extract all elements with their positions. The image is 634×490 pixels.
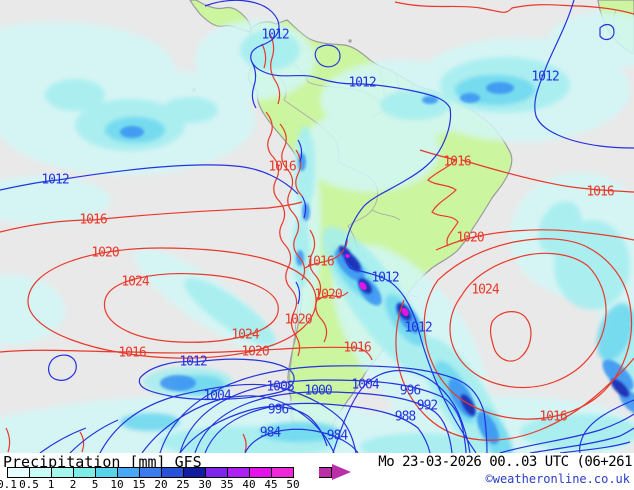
isobar-label-1016: 1016 (343, 340, 371, 356)
scale-tick-0.1: 0.1 (0, 478, 17, 490)
isobar-label-1016: 1016 (586, 184, 614, 200)
isobar-label-984: 984 (259, 425, 282, 441)
isobar-label-1016: 1016 (79, 212, 107, 228)
isobar-label-1020: 1020 (91, 245, 119, 261)
isobar-label-1012: 1012 (531, 69, 559, 85)
isobar-label-1020: 1020 (314, 287, 342, 303)
isobar-label-1012: 1012 (371, 270, 399, 286)
isobar-label-1004: 1004 (203, 388, 231, 404)
scale-color-cell (161, 467, 184, 478)
isobar-label-1024: 1024 (471, 282, 499, 298)
scale-color-cell (227, 467, 250, 478)
legend-bar: Precipitation [mm] GFS Mo 23-03-2026 00.… (0, 453, 634, 490)
scale-tick-15: 15 (132, 478, 146, 490)
scale-tick-0.5: 0.5 (19, 478, 39, 490)
isobar-label-1012: 1012 (261, 27, 289, 43)
scale-color-cell (51, 467, 74, 478)
isobar-label-1016: 1016 (539, 409, 567, 425)
scale-tick-labels: 0.1 0.5 1 2 5 10 15 20 25 30 35 40 45 50 (0, 479, 634, 490)
isobar-label-1016: 1016 (443, 154, 471, 170)
isobar-label-1012: 1012 (404, 320, 432, 336)
isobar-label-996: 996 (267, 402, 290, 418)
isobar-label-1020: 1020 (456, 230, 484, 246)
scale-tick-25: 25 (176, 478, 190, 490)
scale-arrow-tail (319, 467, 332, 478)
isobar-label-1012: 1012 (348, 75, 376, 91)
scale-arrow-icon (332, 464, 351, 480)
isobar-label-992: 992 (416, 398, 439, 414)
scale-tick-35: 35 (220, 478, 234, 490)
legend-title: Precipitation [mm] GFS (3, 453, 202, 471)
copyright-link[interactable]: ©weatheronline.co.uk (485, 472, 631, 486)
scale-tick-20: 20 (154, 478, 168, 490)
scale-tick-45: 45 (264, 478, 278, 490)
isobar-label-1016: 1016 (306, 254, 334, 270)
scale-color-cell (139, 467, 162, 478)
isobar-label-1024: 1024 (231, 327, 259, 343)
forecast-datetime: Mo 23-03-2026 00..03 UTC (06+261 (378, 454, 632, 470)
scale-color-cell (7, 467, 30, 478)
scale-tick-2: 2 (69, 478, 77, 490)
isobar-label-984: 984 (326, 428, 349, 444)
isobar-label-988: 988 (394, 409, 417, 425)
scale-tick-1: 1 (47, 478, 55, 490)
isobar-label-1012: 1012 (41, 172, 69, 188)
scale-tick-40: 40 (242, 478, 256, 490)
weather-map: 1012 1012 1012 1012 1012 1012 1012 1008 1004 1004… (0, 0, 634, 453)
isobar-label-1004: 1004 (351, 377, 379, 393)
scale-tick-30: 30 (198, 478, 212, 490)
isobar-label-1016: 1016 (268, 159, 296, 175)
isobars-high-pressure (0, 1, 634, 453)
scale-color-cell (249, 467, 272, 478)
isobar-label-1012: 1012 (179, 354, 207, 370)
scale-color-cell (117, 467, 140, 478)
scale-color-cell (183, 467, 206, 478)
isobar-label-1020: 1020 (284, 312, 312, 328)
isobar-label-1000: 1000 (304, 383, 332, 399)
isobar-label-1020: 1020 (241, 344, 269, 360)
isobar-label-1008: 1008 (266, 379, 294, 395)
scale-tick-10: 10 (110, 478, 124, 490)
scale-color-cell (73, 467, 96, 478)
isobar-label-996: 996 (399, 383, 422, 399)
precipitation-color-scale (7, 467, 294, 478)
scale-color-cell (271, 467, 294, 478)
scale-tick-50: 50 (286, 478, 300, 490)
isobar-label-1016: 1016 (118, 345, 146, 361)
isobars-low-pressure (0, 0, 634, 453)
scale-color-cell (205, 467, 228, 478)
scale-tick-5: 5 (91, 478, 99, 490)
scale-color-cell (95, 467, 118, 478)
isobar-label-1024: 1024 (121, 274, 149, 290)
scale-color-cell (29, 467, 52, 478)
